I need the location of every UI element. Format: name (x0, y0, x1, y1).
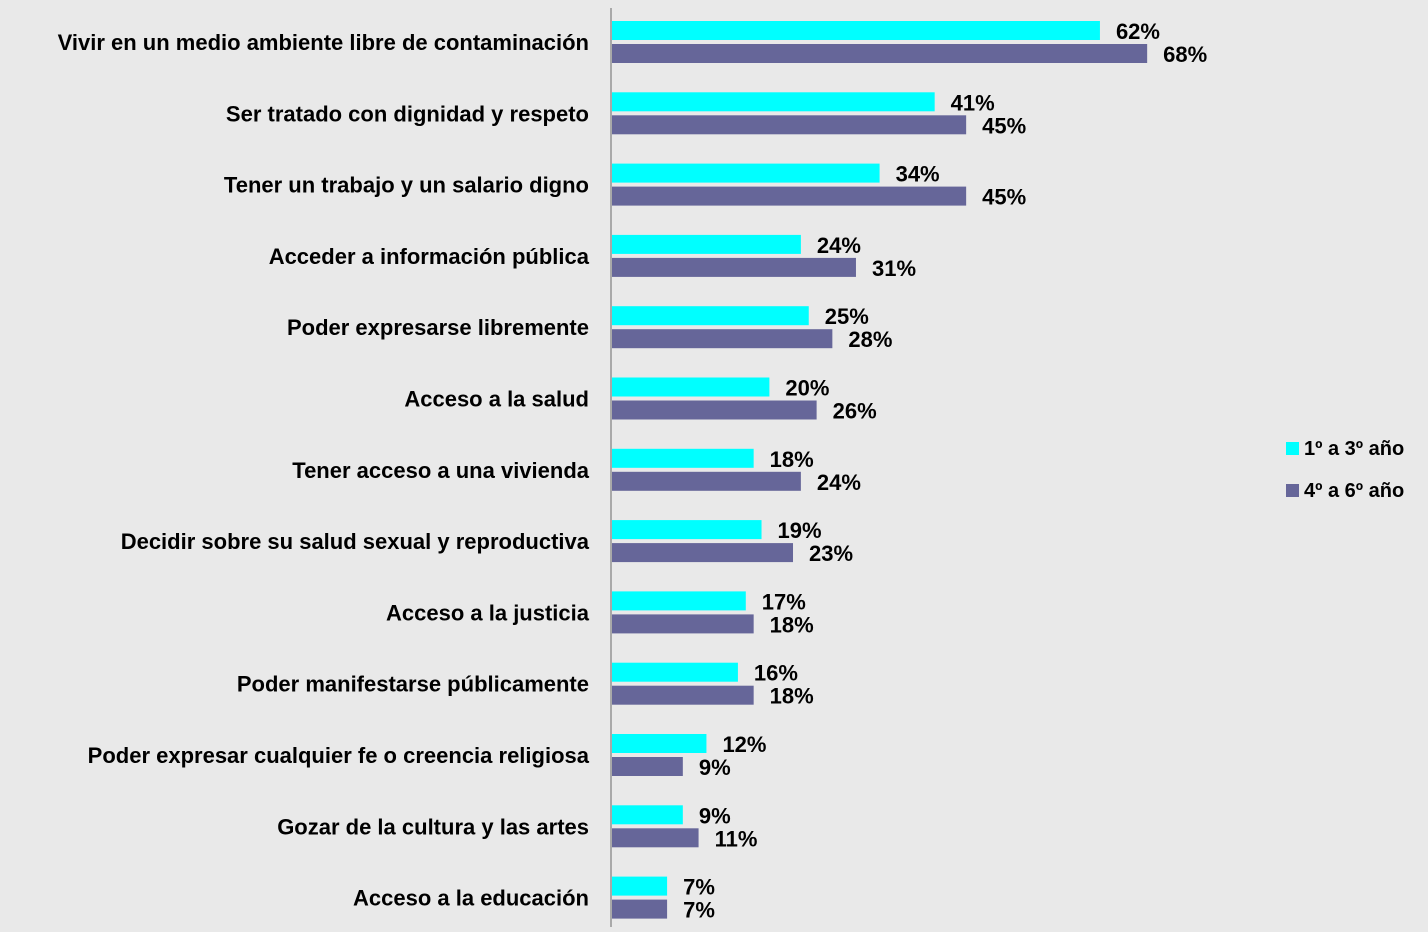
category-label: Decidir sobre su salud sexual y reproduc… (121, 529, 590, 554)
legend-label: 4º a 6º año (1304, 480, 1404, 502)
bar-series-2 (612, 757, 683, 776)
bar-series-1 (612, 163, 880, 183)
category-label: Vivir en un medio ambiente libre de cont… (58, 30, 589, 55)
data-label: 19% (778, 518, 822, 543)
bar-series-1 (612, 734, 707, 753)
data-label: 12% (722, 732, 766, 757)
data-label: 18% (770, 612, 814, 637)
bar-series-2 (612, 44, 1148, 63)
bar-series-1 (612, 805, 683, 825)
category-label: Tener un trabajo y un salario digno (224, 173, 589, 198)
data-label: 18% (770, 447, 814, 472)
bar-series-1 (612, 591, 746, 611)
category-label: Ser tratado con dignidad y respeto (226, 101, 589, 126)
category-label: Acceso a la justicia (386, 600, 590, 625)
data-label: 45% (982, 113, 1026, 138)
bar-series-1 (612, 377, 770, 397)
bar-series-1 (612, 876, 668, 896)
bar-series-2 (612, 614, 754, 634)
bar-series-1 (612, 21, 1100, 40)
bar-series-2 (612, 400, 817, 420)
data-label: 41% (951, 90, 995, 115)
data-label: 20% (785, 376, 829, 401)
bar-series-2 (612, 543, 794, 563)
data-label: 9% (699, 755, 731, 780)
data-label: 31% (872, 256, 916, 281)
category-label: Gozar de la cultura y las artes (277, 814, 589, 839)
data-label: 16% (754, 661, 798, 686)
data-label: 68% (1163, 42, 1207, 67)
category-label: Poder expresarse libremente (287, 315, 589, 340)
data-label: 7% (683, 875, 715, 900)
category-label: Acceso a la salud (404, 387, 589, 412)
bar-series-1 (612, 448, 754, 468)
legend-label: 1º a 3º año (1304, 438, 1404, 460)
data-label: 62% (1116, 19, 1160, 44)
bar-series-1 (612, 306, 809, 326)
category-label: Tener acceso a una vivienda (292, 458, 589, 483)
data-label: 17% (762, 589, 806, 614)
bar-series-1 (612, 662, 738, 682)
bar-series-1 (612, 234, 801, 254)
bar-series-2 (612, 186, 967, 206)
data-label: 23% (809, 541, 853, 566)
data-label: 26% (833, 399, 877, 424)
data-label: 45% (982, 185, 1026, 210)
bar-series-2 (612, 115, 967, 135)
bar-series-2 (612, 257, 856, 277)
bar-series-2 (612, 685, 754, 705)
legend-swatch (1286, 442, 1299, 455)
bar-series-2 (612, 899, 668, 919)
bar-series-1 (612, 520, 762, 540)
data-label: 18% (770, 684, 814, 709)
category-label: Poder expresar cualquier fe o creencia r… (88, 743, 590, 768)
bar-series-2 (612, 329, 833, 349)
category-label: Acceder a información pública (269, 244, 590, 269)
bar-series-2 (612, 471, 801, 491)
data-label: 25% (825, 304, 869, 329)
category-label: Acceso a la educación (353, 886, 589, 911)
data-label: 28% (848, 327, 892, 352)
bar-series-2 (612, 828, 699, 848)
data-label: 9% (699, 803, 731, 828)
data-label: 24% (817, 233, 861, 258)
data-label: 11% (715, 826, 758, 851)
category-label: Poder manifestarse públicamente (237, 672, 589, 697)
legend-swatch (1286, 484, 1299, 497)
data-label: 24% (817, 470, 861, 495)
bar-series-1 (612, 92, 935, 112)
data-label: 7% (683, 898, 715, 923)
data-label: 34% (896, 162, 940, 187)
